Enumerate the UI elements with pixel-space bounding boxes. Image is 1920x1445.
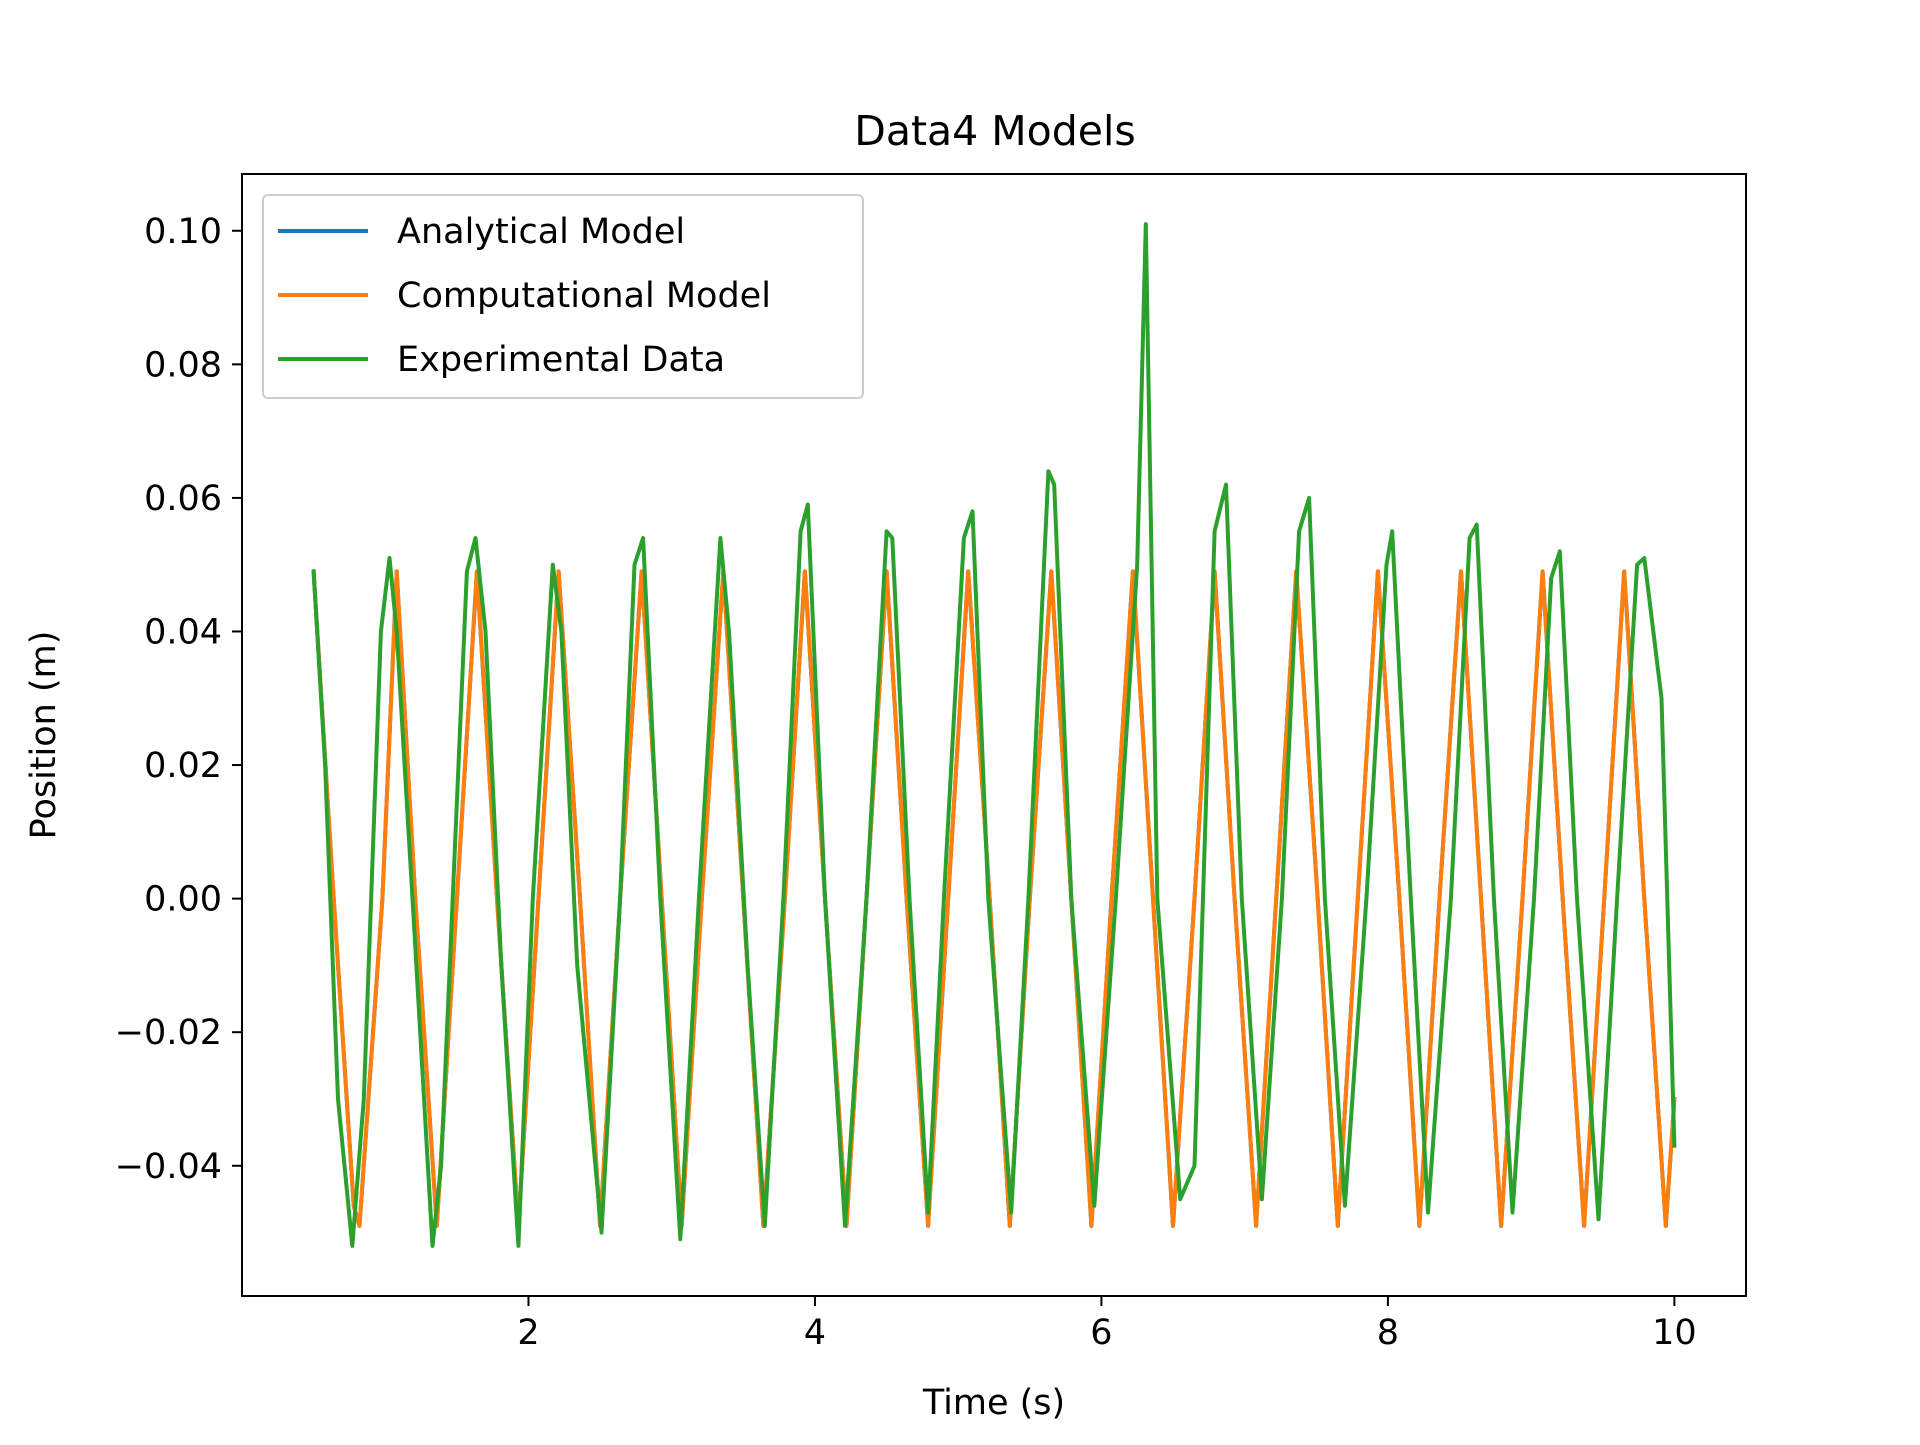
x-tick-label-0: 2 xyxy=(517,1313,539,1353)
legend-label-0: Analytical Model xyxy=(397,212,685,252)
y-tick-label-2: 0.06 xyxy=(144,479,222,519)
series-layer xyxy=(311,222,1677,1248)
y-axis-label: Position (m) xyxy=(24,631,64,840)
x-tick-label-1: 4 xyxy=(804,1313,826,1353)
y-tick-label-6: −0.02 xyxy=(115,1013,222,1053)
y-axis: 0.10 0.08 0.06 0.04 0.02 0.00 −0.02 −0.04 xyxy=(115,212,242,1187)
plot-area xyxy=(241,173,1747,1297)
chart-title: Data4 Models xyxy=(854,107,1135,155)
y-tick-label-0: 0.10 xyxy=(144,212,222,252)
x-tick-label-2: 6 xyxy=(1090,1313,1112,1353)
y-tick-label-3: 0.04 xyxy=(144,612,222,652)
y-tick-label-5: 0.00 xyxy=(144,880,222,920)
legend-frame xyxy=(262,194,864,399)
x-axis-label: Time (s) xyxy=(922,1383,1065,1423)
legend-label-1: Computational Model xyxy=(397,276,771,316)
legend-label-2: Experimental Data xyxy=(397,340,725,380)
x-tick-label-4: 10 xyxy=(1652,1313,1697,1353)
legend: Analytical Model Computational Model Exper… xyxy=(262,194,864,399)
y-tick-label-7: −0.04 xyxy=(115,1147,222,1187)
x-tick-label-3: 8 xyxy=(1377,1313,1399,1353)
legend-items: Analytical Model Computational Model Exper… xyxy=(278,212,771,380)
x-axis: 2 4 6 8 10 xyxy=(517,1296,1697,1353)
y-tick-label-1: 0.08 xyxy=(144,345,222,385)
series-line-2 xyxy=(311,222,1677,1248)
y-tick-label-4: 0.02 xyxy=(144,746,222,786)
plot-frame xyxy=(241,173,1747,1297)
